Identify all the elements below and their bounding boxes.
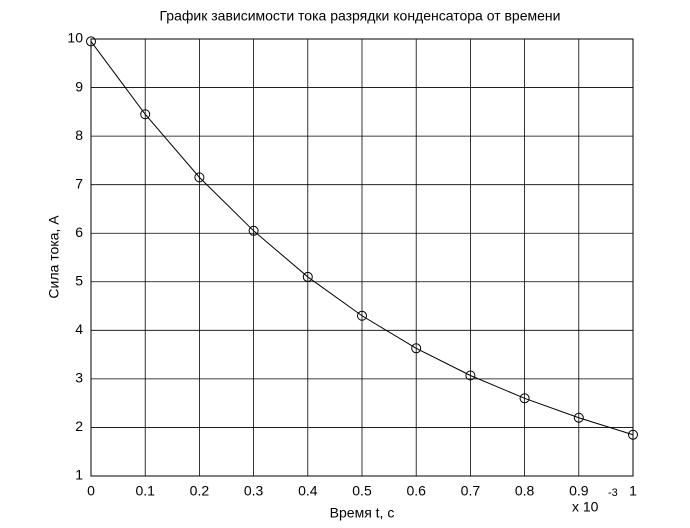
data-point [248,225,259,236]
chart-title: График зависимости тока разрядки конденс… [160,8,561,24]
y-tick-label: 3 [75,370,83,386]
y-tick-label: 5 [75,272,83,288]
x-scale-exponent: -3 [608,487,618,499]
y-tick-label: 6 [75,224,83,240]
y-tick-label: 4 [75,321,83,337]
data-point [86,36,96,47]
x-tick-label: 0.7 [461,483,481,499]
x-tick-label: 0.9 [569,483,589,499]
x-tick-label: 0.2 [190,483,210,499]
y-tick-label: 7 [75,175,83,191]
x-tick-label: 0.4 [298,483,318,499]
x-tick-label: 0.5 [352,483,372,499]
x-tick-label: 0.8 [515,483,535,499]
data-point [140,109,151,120]
data-point [519,393,530,404]
data-point [357,310,367,321]
y-tick-label: 8 [75,127,83,143]
y-axis-label: Сила тока, А [46,215,62,299]
x-tick-label: 0.1 [135,483,155,499]
data-point [194,172,205,183]
x-tick-label: 0.6 [406,483,426,499]
y-tick-label: 10 [67,30,83,46]
x-tick-label: 1 [629,483,637,499]
x-tick-label: 0 [87,483,95,499]
y-tick-label: 2 [75,418,83,434]
x-tick-label: 0.3 [244,483,264,499]
data-point [628,429,638,440]
data-point [573,412,584,423]
y-tick-label: 1 [75,467,83,483]
data-point [302,271,313,282]
x-axis-label: Время t, с [330,505,395,521]
data-point [411,343,422,354]
x-scale-label: x 10 [572,499,599,515]
y-tick-label: 9 [75,78,83,94]
series-line [90,41,634,436]
data-point [465,370,476,381]
